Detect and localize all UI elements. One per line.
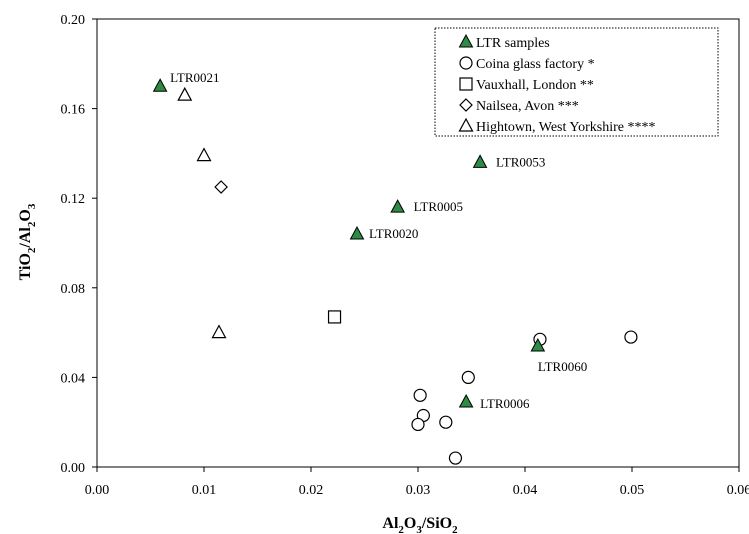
data-point: [461, 370, 475, 384]
data-point: [411, 417, 425, 432]
data-point: [327, 310, 342, 324]
y-axis-ticks: 0.00 0.04 0.08 0.12 0.16 0.20: [61, 13, 97, 476]
point-label: LTR0021: [170, 70, 219, 85]
data-point: [439, 415, 453, 429]
x-tick-label: 0.06: [727, 483, 749, 498]
data-point: [472, 154, 488, 168]
legend-marker: [458, 33, 474, 48]
data-point: [349, 225, 365, 240]
point-label: LTR0020: [369, 226, 418, 241]
x-tick-label: 0.05: [620, 483, 645, 498]
y-tick-label: 0.04: [61, 371, 86, 386]
legend-entry: Vauxhall, London **: [476, 78, 594, 93]
data-point: [448, 451, 463, 465]
data-markers: [152, 78, 638, 465]
y-tick-label: 0.12: [61, 192, 86, 207]
x-tick-label: 0.02: [299, 483, 324, 498]
y-tick-label: 0.20: [61, 13, 86, 28]
data-point: [152, 78, 168, 92]
point-label: LTR0053: [496, 154, 545, 169]
x-axis-ticks: 0.00 0.01 0.02 0.03 0.04 0.05 0.06: [85, 467, 749, 498]
y-tick-label: 0.16: [61, 103, 86, 118]
x-tick-label: 0.01: [192, 483, 217, 498]
y-tick-label: 0.08: [61, 282, 86, 297]
legend-marker: [459, 56, 473, 70]
data-point: [413, 388, 427, 402]
y-axis-title: TiO2/Al2O3: [17, 203, 38, 280]
legend-marker: [458, 117, 474, 132]
legend-box: [434, 27, 719, 137]
point-label: LTR0060: [538, 359, 587, 374]
data-point: [624, 330, 638, 344]
x-tick-label: 0.04: [513, 483, 538, 498]
data-point: [211, 324, 227, 339]
legend-entry: Nailsea, Avon ***: [476, 99, 579, 114]
legend: LTR samples Coina glass factory * Vauxhall…: [434, 27, 719, 137]
point-labels: LTR0021 LTR0053 LTR0005 LTR0020 LTR0060 LTR00…: [170, 70, 587, 411]
data-point: [458, 393, 474, 408]
data-point: [196, 147, 212, 162]
data-point: [390, 199, 406, 213]
legend-marker: [459, 77, 473, 91]
data-point: [177, 86, 193, 101]
data-point: [530, 337, 546, 352]
x-tick-label: 0.03: [406, 483, 431, 498]
y-tick-label: 0.00: [61, 461, 86, 476]
x-axis-title: Al2O3/SiO2: [382, 515, 458, 534]
x-tick-label: 0.00: [85, 483, 110, 498]
point-label: LTR0006: [480, 396, 530, 411]
legend-entry: Coina glass factory *: [476, 57, 595, 72]
legend-marker: [459, 98, 473, 112]
data-point: [214, 180, 228, 194]
point-label: LTR0005: [414, 199, 463, 214]
legend-entry: Hightown, West Yorkshire ****: [476, 120, 655, 135]
legend-entry: LTR samples: [476, 36, 550, 51]
